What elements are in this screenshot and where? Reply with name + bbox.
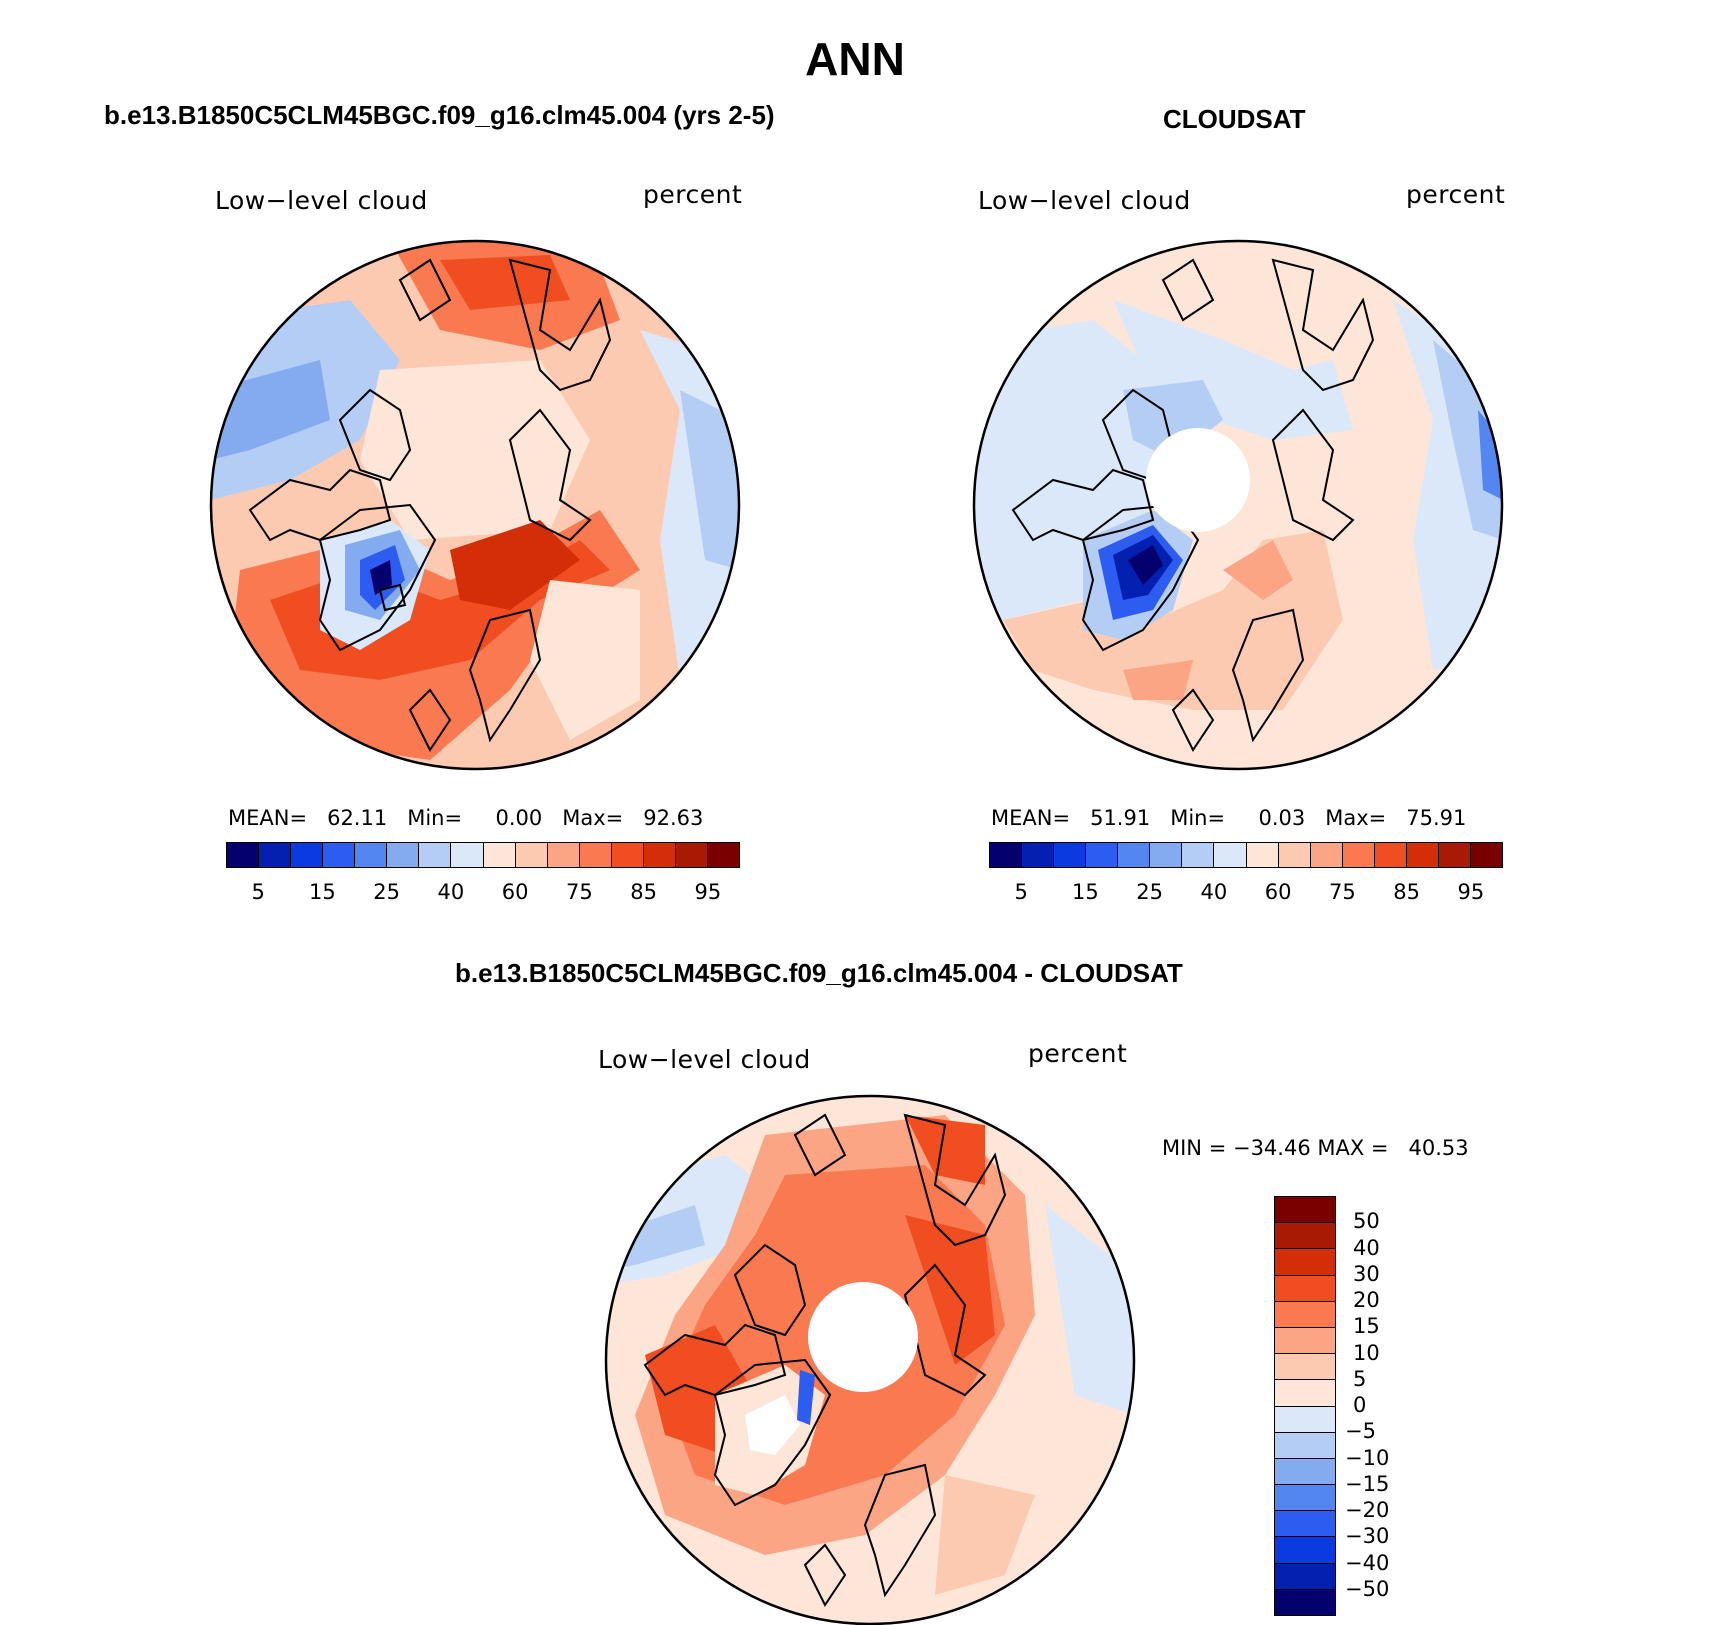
colorbar-swatch xyxy=(1246,843,1279,867)
panel1-colorbar xyxy=(226,842,740,868)
colorbar-tick-label: 85 xyxy=(1393,880,1420,904)
colorbar-swatch xyxy=(1406,843,1439,867)
colorbar-tick-label: 75 xyxy=(566,880,593,904)
colorbar-swatch xyxy=(1275,1197,1335,1224)
colorbar-tick-label: 60 xyxy=(1264,880,1292,904)
colorbar-tick-label: 95 xyxy=(1457,880,1485,904)
colorbar-swatch xyxy=(1214,843,1247,867)
colorbar-tick-label: 40 xyxy=(1353,1235,1380,1260)
colorbar-swatch xyxy=(1278,843,1311,867)
colorbar-swatch xyxy=(1275,1275,1335,1302)
colorbar-swatch xyxy=(483,843,516,867)
panel1-title: b.e13.B1850C5CLM45BGC.f09_g16.clm45.004 … xyxy=(104,100,775,130)
colorbar-swatch xyxy=(1118,843,1151,867)
colorbar-tick-label: 20 xyxy=(1353,1287,1380,1312)
colorbar-tick-label: −5 xyxy=(1345,1419,1376,1444)
colorbar-swatch xyxy=(1054,843,1087,867)
colorbar-swatch xyxy=(990,843,1023,867)
colorbar-tick-label: −10 xyxy=(1345,1445,1390,1470)
colorbar-swatch xyxy=(419,843,452,867)
colorbar-swatch xyxy=(1275,1511,1335,1538)
colorbar-swatch xyxy=(611,843,644,867)
colorbar-tick-label: 50 xyxy=(1353,1209,1380,1234)
colorbar-tick-label: 75 xyxy=(1329,880,1356,904)
panel1-variable-label: Low−level cloud xyxy=(215,186,428,215)
panel2-colorbar xyxy=(989,842,1503,868)
colorbar-swatch xyxy=(643,843,676,867)
colorbar-swatch xyxy=(579,843,612,867)
panel3-polar-map xyxy=(604,1094,1136,1625)
colorbar-swatch xyxy=(1275,1301,1335,1328)
colorbar-swatch xyxy=(1275,1249,1335,1276)
colorbar-tick-label: −50 xyxy=(1345,1576,1390,1601)
colorbar-tick-label: 5 xyxy=(251,880,265,904)
colorbar-swatch xyxy=(1086,843,1119,867)
colorbar-swatch xyxy=(227,843,260,867)
colorbar-tick-label: 5 xyxy=(1353,1366,1367,1391)
colorbar-swatch xyxy=(1470,843,1502,867)
panel1-units-label: percent xyxy=(643,180,743,209)
panel3-variable-label: Low−level cloud xyxy=(598,1045,811,1074)
colorbar-swatch xyxy=(1310,843,1343,867)
panel2-units-label: percent xyxy=(1406,180,1506,209)
colorbar-swatch xyxy=(1275,1563,1335,1590)
colorbar-tick-label: 15 xyxy=(1353,1314,1380,1339)
colorbar-swatch xyxy=(707,843,739,867)
colorbar-swatch xyxy=(1342,843,1375,867)
colorbar-swatch xyxy=(291,843,324,867)
colorbar-tick-label: 60 xyxy=(501,880,529,904)
colorbar-swatch xyxy=(1275,1223,1335,1250)
colorbar-swatch xyxy=(1022,843,1055,867)
colorbar-swatch xyxy=(675,843,708,867)
colorbar-tick-label: −15 xyxy=(1345,1471,1390,1496)
panel1-stats: MEAN= 62.11 Min= 0.00 Max= 92.63 xyxy=(228,806,704,830)
colorbar-tick-label: 40 xyxy=(1200,880,1228,904)
panel1-polar-map xyxy=(209,239,741,771)
colorbar-tick-label: 85 xyxy=(630,880,657,904)
colorbar-swatch xyxy=(1275,1327,1335,1355)
figure-title: ANN xyxy=(805,33,905,85)
colorbar-swatch xyxy=(1182,843,1215,867)
colorbar-swatch xyxy=(355,843,388,867)
colorbar-swatch xyxy=(323,843,356,867)
colorbar-tick-label: 10 xyxy=(1353,1340,1380,1365)
panel2-stats: MEAN= 51.91 Min= 0.03 Max= 75.91 xyxy=(991,806,1467,830)
colorbar-swatch xyxy=(1275,1432,1335,1459)
colorbar-tick-label: −30 xyxy=(1345,1524,1390,1549)
panel3-colorbar-ticks: 50 40 30 20 15 10 5 0 −5 −10 −15 −20 −30 −40 −50 xyxy=(1345,1196,1425,1616)
panel3-title: b.e13.B1850C5CLM45BGC.f09_g16.clm45.004 … xyxy=(455,958,1183,988)
colorbar-tick-label: 5 xyxy=(1014,880,1028,904)
colorbar-tick-label: 40 xyxy=(437,880,465,904)
colorbar-tick-label: 95 xyxy=(694,880,722,904)
colorbar-swatch xyxy=(1275,1589,1335,1615)
colorbar-swatch xyxy=(1275,1537,1335,1564)
colorbar-tick-label: 15 xyxy=(309,880,336,904)
colorbar-tick-label: −40 xyxy=(1345,1550,1390,1575)
colorbar-swatch xyxy=(1150,843,1183,867)
panel3-colorbar xyxy=(1274,1196,1336,1616)
colorbar-swatch xyxy=(1275,1354,1335,1381)
colorbar-swatch xyxy=(1275,1406,1335,1433)
panel3-units-label: percent xyxy=(1028,1039,1128,1068)
colorbar-swatch xyxy=(451,843,484,867)
colorbar-swatch xyxy=(1275,1458,1335,1486)
panel2-variable-label: Low−level cloud xyxy=(978,186,1191,215)
colorbar-tick-label: 25 xyxy=(1136,880,1163,904)
colorbar-swatch xyxy=(387,843,420,867)
colorbar-swatch xyxy=(1275,1380,1335,1407)
colorbar-swatch xyxy=(515,843,548,867)
colorbar-swatch xyxy=(1438,843,1471,867)
panel3-stats: MIN = −34.46 MAX = 40.53 xyxy=(1162,1136,1469,1160)
panel2-polar-map xyxy=(972,239,1504,771)
colorbar-swatch xyxy=(1275,1485,1335,1512)
panel2-title: CLOUDSAT xyxy=(1163,104,1306,134)
colorbar-tick-label: 0 xyxy=(1353,1392,1367,1417)
colorbar-swatch xyxy=(1374,843,1407,867)
colorbar-swatch xyxy=(259,843,292,867)
colorbar-tick-label: −20 xyxy=(1345,1497,1390,1522)
colorbar-tick-label: 15 xyxy=(1072,880,1099,904)
colorbar-tick-label: 30 xyxy=(1353,1261,1380,1286)
colorbar-tick-label: 25 xyxy=(373,880,400,904)
colorbar-swatch xyxy=(547,843,580,867)
